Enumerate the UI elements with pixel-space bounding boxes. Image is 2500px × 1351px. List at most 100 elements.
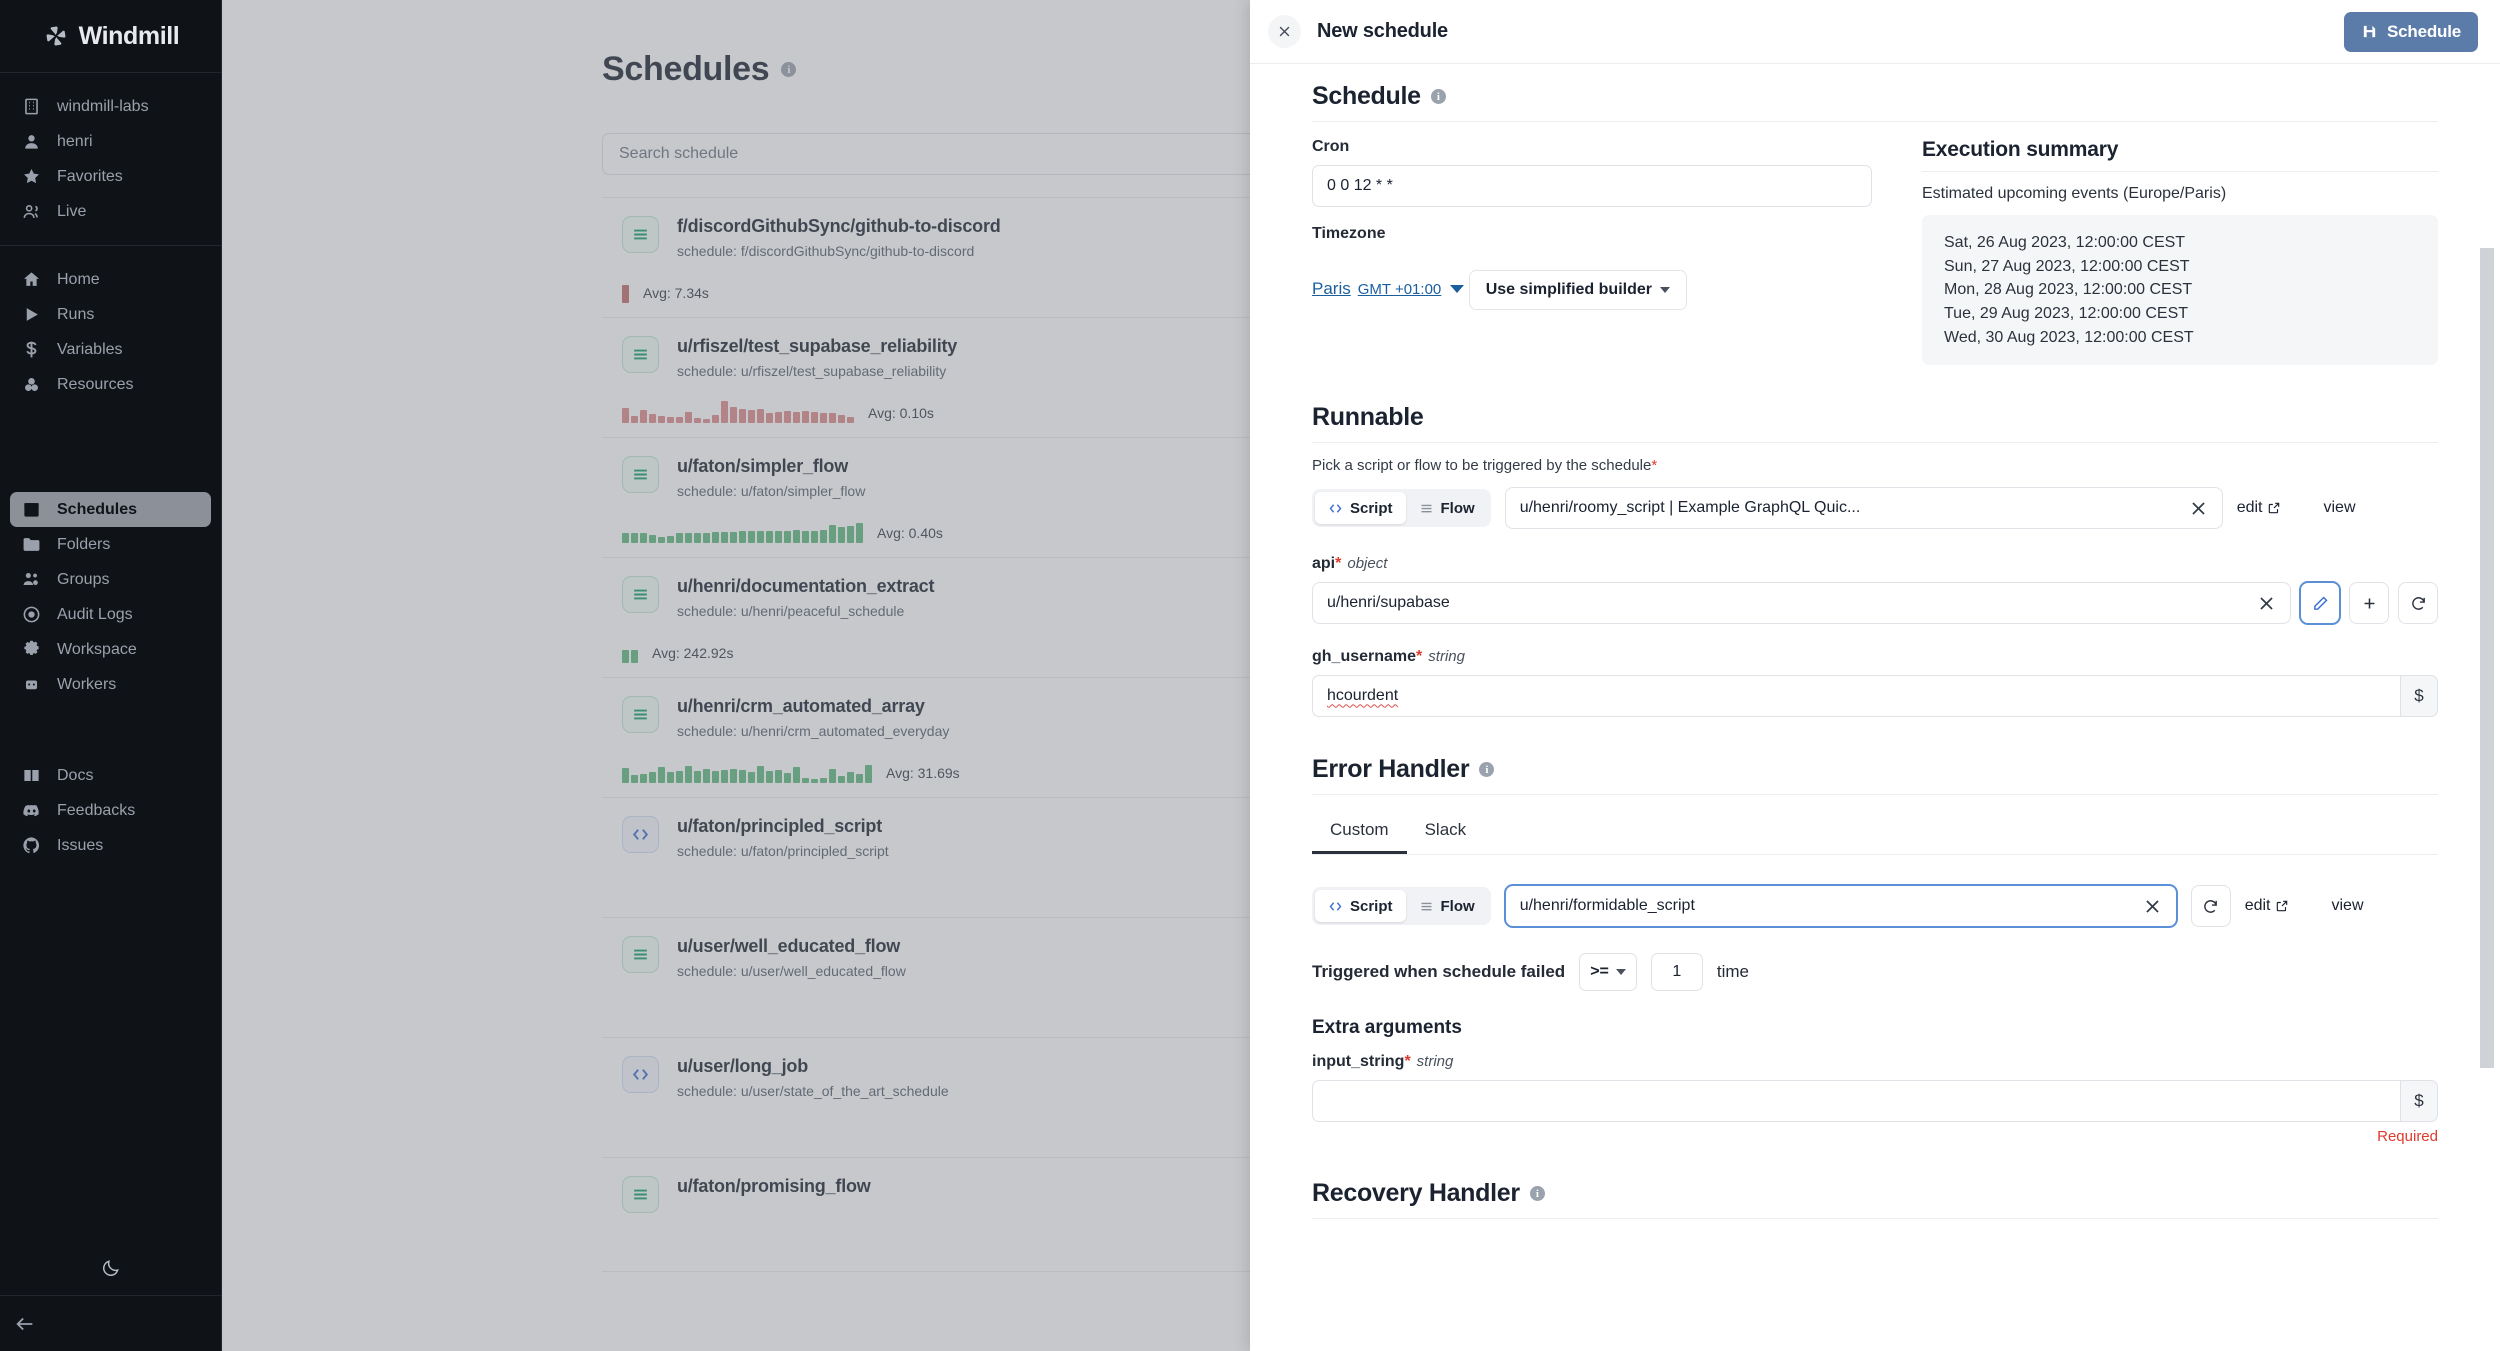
error-handler-refresh-button[interactable]: [2190, 885, 2231, 928]
tab-custom[interactable]: Custom: [1312, 811, 1407, 855]
trigger-count-input[interactable]: 1: [1650, 953, 1703, 992]
sidebar-item-label: Audit Logs: [57, 605, 133, 623]
sidebar-item-home[interactable]: Home: [10, 262, 211, 297]
runnable-edit-link[interactable]: edit: [2237, 499, 2282, 517]
sidebar-item-audit-logs[interactable]: Audit Logs: [10, 597, 211, 632]
input-string-input[interactable]: [1312, 1080, 2400, 1123]
plus-icon: [2364, 598, 2374, 609]
schedule-submit-button[interactable]: Schedule: [2344, 11, 2478, 52]
runnable-tab-script[interactable]: Script: [1315, 492, 1406, 525]
schedule-list-item[interactable]: u/user/long_job schedule: u/user/state_of…: [602, 1038, 1722, 1158]
schedule-item-head: u/faton/promising_flow: [622, 1176, 1702, 1213]
runnable-tab-flow[interactable]: Flow: [1406, 492, 1488, 524]
sidebar-item-feedbacks[interactable]: Feedbacks: [10, 793, 211, 828]
cron-input[interactable]: 0 0 12 * *: [1312, 165, 1872, 207]
script-icon: [622, 816, 659, 853]
error-handler-select[interactable]: u/henri/formidable_script: [1504, 885, 2177, 928]
sidebar-item-schedules[interactable]: Schedules: [10, 492, 211, 527]
runnable-selected-value: u/henri/roomy_script | Example GraphQL Q…: [1519, 499, 1861, 517]
sidebar-item-henri[interactable]: henri: [10, 124, 211, 159]
clear-icon[interactable]: [2189, 499, 2208, 518]
sidebar-item-label: Variables: [57, 340, 123, 358]
sidebar-item-runs[interactable]: Runs: [10, 297, 211, 332]
error-handler-tab-script[interactable]: Script: [1315, 890, 1406, 923]
clear-icon[interactable]: [2143, 897, 2162, 916]
schedule-item-head: u/faton/principled_script schedule: u/fat…: [622, 816, 1702, 859]
info-icon[interactable]: i: [1479, 762, 1495, 778]
sidebar-item-docs[interactable]: Docs: [10, 758, 211, 793]
sidebar-item-favorites[interactable]: Favorites: [10, 159, 211, 194]
sidebar-item-resources[interactable]: Resources: [10, 367, 211, 402]
schedule-item-name: u/user/long_job: [677, 1056, 809, 1076]
timezone-select[interactable]: Paris GMT +01:00: [1312, 279, 1465, 299]
schedule-list-item[interactable]: u/faton/simpler_flow schedule: u/faton/si…: [602, 438, 1722, 558]
error-handler-view-link[interactable]: view: [2331, 897, 2363, 915]
dollar-icon[interactable]: $: [2400, 1080, 2438, 1123]
user-icon: [25, 135, 38, 149]
schedule-item-name: u/faton/promising_flow: [677, 1176, 871, 1196]
api-resource-select[interactable]: u/henri/supabase: [1312, 582, 2291, 625]
brand-logo[interactable]: Windmill: [0, 0, 221, 73]
schedule-list-item[interactable]: u/rfiszel/test_supabase_reliability sched…: [602, 318, 1722, 438]
sidebar-item-folders[interactable]: Folders: [10, 527, 211, 562]
divider: [1312, 121, 2438, 122]
error-handler-edit-label: edit: [2244, 897, 2271, 915]
arg-label-input-string: input_string* string: [1312, 1053, 2438, 1071]
sidebar-item-label: Live: [57, 202, 87, 220]
chevron-down-icon: [1615, 969, 1626, 976]
info-icon[interactable]: i: [781, 62, 797, 77]
eye-icon: [23, 606, 40, 623]
arg-type: object: [1347, 555, 1388, 573]
flow-icon: [622, 696, 659, 733]
clear-icon[interactable]: [2257, 594, 2276, 613]
runnable-hint: Pick a script or flow to be triggered by…: [1312, 457, 2438, 474]
sidebar-item-label: Home: [57, 270, 100, 288]
script-icon: [622, 1056, 659, 1093]
upcoming-event: Sun, 27 Aug 2023, 12:00:00 CEST: [1944, 257, 2190, 275]
schedule-list-item[interactable]: u/henri/documentation_extract schedule: u…: [602, 558, 1722, 678]
schedule-list-item[interactable]: u/user/well_educated_flow schedule: u/use…: [602, 918, 1722, 1038]
gear-icon: [24, 640, 39, 656]
building-icon: [25, 98, 38, 115]
arg-label-api: api* object: [1312, 555, 2438, 573]
sidebar-item-workspace[interactable]: Workspace: [10, 632, 211, 667]
drawer-scrollbar-thumb[interactable]: [2480, 248, 2494, 1068]
error-handler-edit-link[interactable]: edit: [2245, 897, 2290, 915]
schedule-list-item[interactable]: f/discordGithubSync/github-to-discord sch…: [602, 198, 1722, 318]
api-refresh-button[interactable]: [2398, 582, 2438, 625]
upcoming-event: Tue, 29 Aug 2023, 12:00:00 CEST: [1944, 305, 2189, 323]
runnable-select[interactable]: u/henri/roomy_script | Example GraphQL Q…: [1504, 487, 2223, 530]
api-edit-button[interactable]: [2300, 582, 2340, 625]
sidebar-item-windmill-labs[interactable]: windmill-labs: [10, 89, 211, 124]
sidebar-item-variables[interactable]: Variables: [10, 332, 211, 367]
sidebar-item-issues[interactable]: Issues: [10, 828, 211, 863]
schedule-list-item[interactable]: u/henri/crm_automated_array schedule: u/h…: [602, 678, 1722, 798]
sidebar-item-groups[interactable]: Groups: [10, 562, 211, 597]
schedule-item-path: schedule: u/henri/crm_automated_everyday: [677, 723, 950, 739]
schedule-item-stats: Avg: 242.92s: [622, 629, 1702, 663]
schedule-list-item[interactable]: u/faton/principled_script schedule: u/fat…: [602, 798, 1722, 918]
error-handler-tab-flow[interactable]: Flow: [1406, 890, 1488, 922]
api-add-button[interactable]: [2349, 582, 2389, 625]
tab-slack[interactable]: Slack: [1407, 811, 1485, 854]
external-link-icon: [2269, 503, 2280, 514]
info-icon[interactable]: i: [1430, 89, 1446, 104]
info-icon[interactable]: i: [1529, 1186, 1545, 1202]
divider: [1922, 171, 2438, 172]
runnable-tab-script-label: Script: [1350, 499, 1393, 517]
dollar-icon[interactable]: $: [2400, 675, 2438, 718]
theme-toggle-button[interactable]: [0, 1241, 221, 1295]
gh-username-input[interactable]: hcourdent: [1312, 675, 2400, 718]
close-button[interactable]: [1268, 15, 1301, 48]
arg-field-api: api* object u/henri/supabase: [1312, 555, 2438, 625]
sidebar-item-live[interactable]: Live: [10, 194, 211, 229]
trigger-operator-select[interactable]: >=: [1579, 953, 1637, 992]
schedule-item-path: schedule: u/faton/simpler_flow: [677, 483, 866, 499]
sidebar-item-workers[interactable]: Workers: [10, 667, 211, 702]
arg-field-input-string: input_string* string $ Required: [1312, 1053, 2438, 1145]
collapse-sidebar-button[interactable]: [0, 1295, 221, 1351]
modal-overlay[interactable]: [222, 0, 1250, 1351]
runnable-view-link[interactable]: view: [2323, 499, 2355, 517]
simplified-builder-button[interactable]: Use simplified builder: [1468, 270, 1687, 310]
schedule-list-item[interactable]: u/faton/promising_flow: [602, 1158, 1722, 1272]
